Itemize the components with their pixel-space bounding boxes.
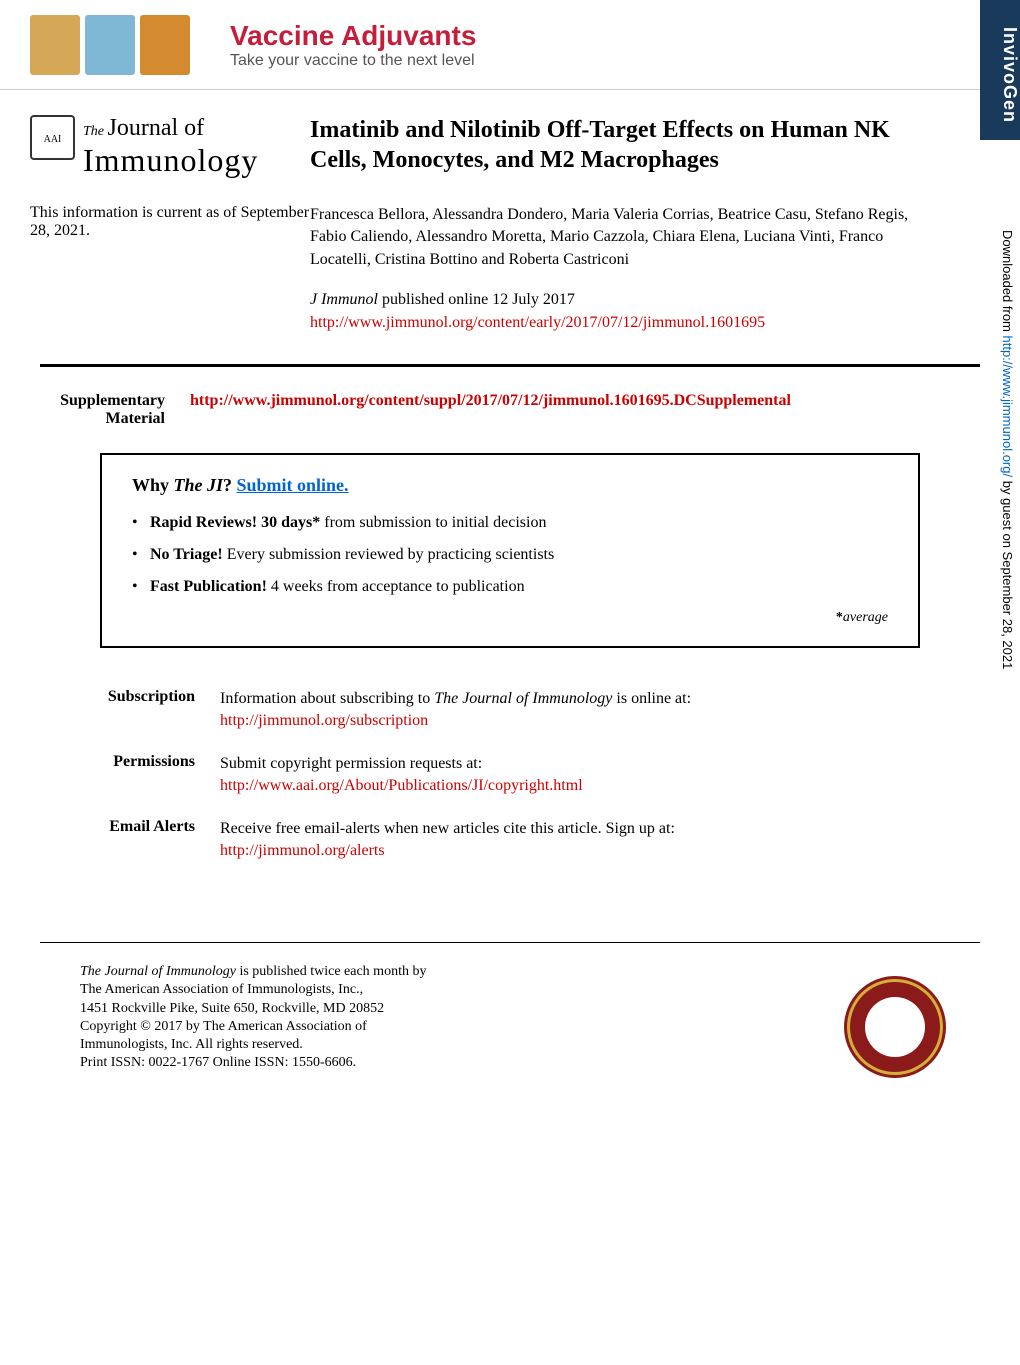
- logo-immunology: Immunology: [83, 142, 258, 179]
- permissions-content: Submit copyright permission requests at:…: [220, 753, 583, 798]
- why-item: Rapid Reviews! 30 days* from submission …: [150, 514, 888, 532]
- aai-emblem-icon: AAI: [30, 115, 75, 160]
- why-average-note: *average: [132, 610, 888, 626]
- banner-subtitle: Take your vaccine to the next level: [230, 52, 476, 70]
- bottle-icon: [30, 15, 80, 75]
- alerts-row: Email Alerts Receive free email-alerts w…: [60, 808, 960, 873]
- bottle-icon: [140, 15, 190, 75]
- page-container: Vaccine Adjuvants Take your vaccine to t…: [0, 0, 1020, 1102]
- logo-journal: Journal of: [108, 115, 205, 141]
- why-item: No Triage! Every submission reviewed by …: [150, 546, 888, 564]
- sidebar-source-link[interactable]: http://www.jimmunol.org/: [1000, 336, 1015, 478]
- footer-text: The Journal of Immunology is published t…: [80, 963, 850, 1072]
- banner-title: Vaccine Adjuvants: [230, 20, 476, 52]
- bottle-icon: [85, 15, 135, 75]
- current-info-label: This information is current as of Septem…: [30, 204, 310, 334]
- banner-text: Vaccine Adjuvants Take your vaccine to t…: [230, 20, 476, 70]
- header-row: AAI The Journal of Immunology Imatinib a…: [0, 90, 1020, 194]
- logo-the: The: [83, 124, 104, 139]
- info-row: This information is current as of Septem…: [0, 194, 1020, 354]
- why-title: Why The JI? Submit online.: [132, 475, 888, 496]
- journal-logo: AAI The Journal of Immunology: [30, 115, 310, 179]
- article-url-link[interactable]: http://www.jimmunol.org/content/early/20…: [310, 314, 765, 331]
- footer: The Journal of Immunology is published t…: [40, 942, 980, 1102]
- alerts-label: Email Alerts: [60, 818, 220, 863]
- pub-journal: J Immunol: [310, 291, 378, 308]
- permissions-label: Permissions: [60, 753, 220, 798]
- banner-ad[interactable]: Vaccine Adjuvants Take your vaccine to t…: [0, 0, 1020, 90]
- links-table: Subscription Information about subscribi…: [0, 668, 1020, 902]
- permissions-link[interactable]: http://www.aai.org/About/Publications/JI…: [220, 777, 583, 794]
- article-title: Imatinib and Nilotinib Off-Target Effect…: [310, 115, 990, 179]
- subscription-link[interactable]: http://jimmunol.org/subscription: [220, 712, 428, 729]
- aai-seal-icon: [850, 982, 940, 1072]
- authors-list: Francesca Bellora, Alessandra Dondero, M…: [310, 204, 990, 271]
- subscription-row: Subscription Information about subscribi…: [60, 678, 960, 743]
- divider: [40, 364, 980, 367]
- alerts-link[interactable]: http://jimmunol.org/alerts: [220, 842, 385, 859]
- sponsor-tab[interactable]: InvivoGen: [980, 0, 1020, 140]
- pub-note: published online 12 July 2017: [378, 291, 575, 308]
- banner-bottle-icons: [30, 15, 190, 75]
- supplementary-row: Supplementary Material http://www.jimmun…: [0, 377, 1020, 443]
- publication-info: J Immunol published online 12 July 2017 …: [310, 289, 990, 334]
- supplementary-link[interactable]: http://www.jimmunol.org/content/suppl/20…: [190, 392, 791, 409]
- supplementary-label: Supplementary Material: [30, 392, 190, 428]
- why-list: Rapid Reviews! 30 days* from submission …: [132, 514, 888, 596]
- download-sidebar: Downloaded from http://www.jimmunol.org/…: [1000, 230, 1015, 669]
- permissions-row: Permissions Submit copyright permission …: [60, 743, 960, 808]
- alerts-content: Receive free email-alerts when new artic…: [220, 818, 675, 863]
- supplementary-content: http://www.jimmunol.org/content/suppl/20…: [190, 392, 791, 428]
- why-item: Fast Publication! 4 weeks from acceptanc…: [150, 578, 888, 596]
- subscription-content: Information about subscribing to The Jou…: [220, 688, 691, 733]
- why-ji-box: Why The JI? Submit online. Rapid Reviews…: [100, 453, 920, 648]
- submit-online-link[interactable]: Submit online.: [237, 475, 349, 495]
- subscription-label: Subscription: [60, 688, 220, 733]
